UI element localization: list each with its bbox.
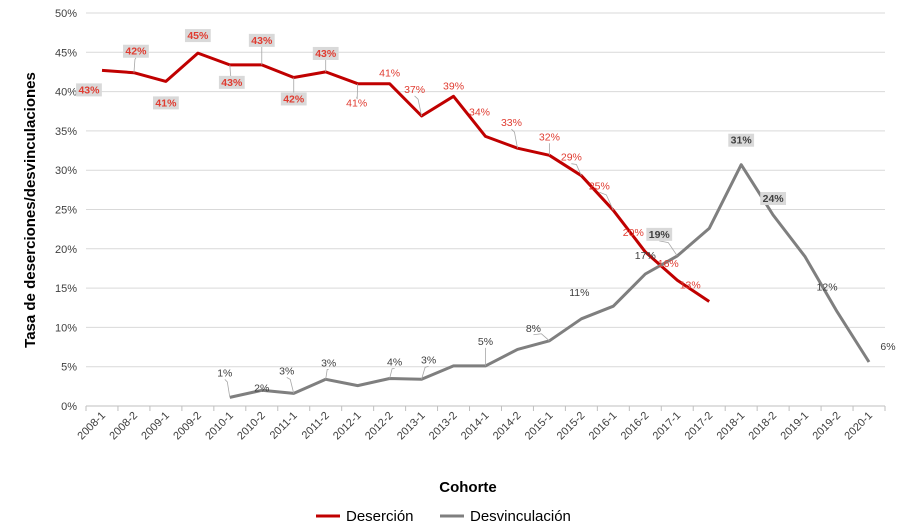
desercion-data-label: 43% xyxy=(78,84,100,96)
x-tick-label: 2013-2 xyxy=(427,410,460,443)
y-tick-label: 35% xyxy=(55,126,77,138)
desercion-data-label: 33% xyxy=(501,117,522,129)
desvinculacion-data-label: 5% xyxy=(478,336,493,348)
y-tick-label: 0% xyxy=(61,401,77,413)
x-tick-label: 2016-1 xyxy=(587,410,620,443)
desercion-data-label: 37% xyxy=(404,84,425,96)
desvinculacion-data-label: 2% xyxy=(254,382,269,394)
desvinculacion-data-label: 24% xyxy=(763,193,785,205)
x-tick-label: 2013-1 xyxy=(395,410,428,443)
desvinculacion-data-label: 8% xyxy=(526,323,541,335)
desvinculacion-data-label: 1% xyxy=(217,367,232,379)
legend-label-desercion: Deserción xyxy=(346,508,414,525)
label-leader xyxy=(287,377,294,393)
y-tick-label: 5% xyxy=(61,362,77,374)
desvinculacion-data-label: 19% xyxy=(649,229,671,241)
desvinculacion-data-label: 11% xyxy=(569,287,589,299)
desvinculacion-data-label: 3% xyxy=(421,354,436,366)
x-tick-label: 2014-1 xyxy=(459,410,492,443)
desvinculacion-data-label: 17% xyxy=(635,250,656,262)
desercion-data-label: 25% xyxy=(589,180,610,192)
x-tick-label: 2015-2 xyxy=(555,410,588,443)
y-axis-title: Tasa de deserciones/desvinculaciones xyxy=(22,72,39,348)
x-tick-label: 2019-2 xyxy=(810,410,843,443)
x-tick-label: 2016-2 xyxy=(619,410,652,443)
x-tick-label: 2012-2 xyxy=(363,410,396,443)
x-tick-label: 2014-2 xyxy=(491,410,524,443)
desercion-data-label: 13% xyxy=(680,279,701,291)
desercion-data-label: 41% xyxy=(346,98,367,110)
desercion-data-label: 41% xyxy=(155,97,177,109)
desvinculacion-data-label: 6% xyxy=(880,341,895,353)
desercion-data-label: 43% xyxy=(251,35,273,47)
x-tick-label: 2008-1 xyxy=(75,410,108,443)
label-leader xyxy=(134,58,136,73)
x-tick-label: 2010-1 xyxy=(203,410,236,443)
x-tick-label: 2018-2 xyxy=(747,410,780,443)
label-leader xyxy=(225,379,230,397)
y-tick-label: 45% xyxy=(55,47,77,59)
y-tick-label: 15% xyxy=(55,283,77,295)
legend-label-desvinculacion: Desvinculación xyxy=(470,508,571,525)
y-axis-ticks: 0% 5% 10% 15% 20% 25% 30% 35% 40% 45% 50% xyxy=(55,8,77,413)
x-tick-label: 2015-1 xyxy=(523,410,556,443)
x-axis-title: Cohorte xyxy=(439,479,497,496)
desercion-data-label: 45% xyxy=(187,30,209,42)
desvinculacion-data-label: 3% xyxy=(279,365,294,377)
desercion-data-label: 34% xyxy=(469,106,490,118)
y-tick-label: 25% xyxy=(55,205,77,217)
x-tick-label: 2009-1 xyxy=(139,410,172,443)
desercion-data-label: 29% xyxy=(561,152,582,164)
legend: Deserción Desvinculación xyxy=(316,508,571,525)
desercion-data-label: 42% xyxy=(283,93,305,105)
x-tick-label: 2008-2 xyxy=(107,410,140,443)
desercion-data-label: 43% xyxy=(221,77,243,89)
desvinculacion-data-label: 4% xyxy=(387,356,402,368)
desercion-data-label: 39% xyxy=(443,80,464,92)
x-tick-label: 2011-2 xyxy=(300,410,332,442)
desercion-data-label: 16% xyxy=(658,258,679,270)
desercion-data-label: 42% xyxy=(125,46,147,58)
y-tick-label: 50% xyxy=(55,8,77,20)
y-tick-label: 10% xyxy=(55,322,77,334)
desvinculacion-data-label: 3% xyxy=(321,357,336,369)
x-tick-label: 2019-1 xyxy=(779,410,812,443)
label-leader xyxy=(326,369,329,379)
y-tick-label: 20% xyxy=(55,244,77,256)
x-tick-label: 2017-1 xyxy=(651,410,684,443)
desercion-data-label: 32% xyxy=(539,131,560,143)
x-tick-label: 2010-2 xyxy=(235,410,268,443)
x-tick-label: 2018-1 xyxy=(715,410,748,443)
y-tick-label: 40% xyxy=(55,87,77,99)
desercion-data-label: 41% xyxy=(379,68,400,80)
label-leader xyxy=(390,368,395,378)
label-leader xyxy=(533,334,549,341)
desercion-data-label: 43% xyxy=(315,48,337,60)
x-axis-ticks: 2008-1 2008-2 2009-1 2009-2 2010-1 2010-2 2011… xyxy=(75,406,885,442)
desvinculacion-data-label: 12% xyxy=(817,282,838,294)
y-tick-label: 30% xyxy=(55,165,77,177)
x-tick-label: 2011-1 xyxy=(268,410,300,442)
desvinculacion-data-label: 31% xyxy=(731,135,753,147)
x-tick-label: 2017-2 xyxy=(683,410,716,443)
x-tick-label: 2009-2 xyxy=(171,410,204,443)
x-tick-label: 2020-1 xyxy=(842,410,875,443)
desercion-data-label: 20% xyxy=(623,227,644,239)
x-tick-label: 2012-1 xyxy=(331,410,364,443)
